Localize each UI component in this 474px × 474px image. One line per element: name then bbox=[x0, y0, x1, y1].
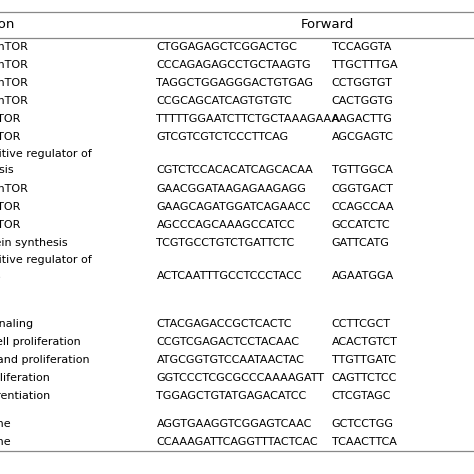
Text: of mTOR: of mTOR bbox=[0, 132, 20, 142]
Text: TTGCTTTGA: TTGCTTTGA bbox=[332, 60, 397, 70]
Text: ite cell proliferation: ite cell proliferation bbox=[0, 337, 80, 347]
Text: CCAGCCAA: CCAGCCAA bbox=[332, 202, 394, 212]
Text: ATGCGGTGTCCAATAACTAC: ATGCGGTGTCCAATAACTAC bbox=[156, 355, 304, 365]
Text: CCTTCGCT: CCTTCGCT bbox=[332, 319, 391, 329]
Text: - of mTOR: - of mTOR bbox=[0, 96, 27, 106]
Text: n signaling: n signaling bbox=[0, 319, 33, 329]
Text: GGTCCCTCGCGCCCAAAAGATT: GGTCCCTCGCGCCCAAAAGATT bbox=[156, 373, 324, 383]
Text: of mTOR: of mTOR bbox=[0, 220, 20, 230]
Text: CTACGAGACCGCTCACTC: CTACGAGACCGCTCACTC bbox=[156, 319, 292, 329]
Text: AAGACTTG: AAGACTTG bbox=[332, 114, 392, 124]
Text: TCCAGGTA: TCCAGGTA bbox=[332, 42, 391, 52]
Text: AGCCCAGCAAAGCCATCC: AGCCCAGCAAAGCCATCC bbox=[156, 220, 295, 230]
Text: CACTGGTG: CACTGGTG bbox=[332, 96, 394, 106]
Text: TCAACTTCA: TCAACTTCA bbox=[332, 437, 397, 447]
Text: CCCAGAGAGCCTGCTAAGTG: CCCAGAGAGCCTGCTAAGTG bbox=[156, 60, 311, 70]
Text: CCGCAGCATCAGTGTGTC: CCGCAGCATCAGTGTGTC bbox=[156, 96, 292, 106]
Text: CCGTCGAGACTCCTACAAC: CCGTCGAGACTCCTACAAC bbox=[156, 337, 300, 347]
Text: GATTCATG: GATTCATG bbox=[332, 238, 390, 248]
Text: GCTCCTGG: GCTCCTGG bbox=[332, 419, 394, 429]
Text: CGTCTCCACACATCAGCACAA: CGTCTCCACACATCAGCACAA bbox=[156, 165, 313, 175]
Text: ; positive regulator of: ; positive regulator of bbox=[0, 255, 91, 264]
Text: ACACTGTCT: ACACTGTCT bbox=[332, 337, 398, 347]
Text: AGAATGGA: AGAATGGA bbox=[332, 271, 394, 281]
Text: tion and proliferation: tion and proliferation bbox=[0, 355, 89, 365]
Text: GAAGCAGATGGATCAGAACC: GAAGCAGATGGATCAGAACC bbox=[156, 202, 311, 212]
Text: TCGTGCCTGTCTGATTCTC: TCGTGCCTGTCTGATTCTC bbox=[156, 238, 295, 248]
Text: AGCGAGTC: AGCGAGTC bbox=[332, 132, 394, 142]
Text: of mTOR: of mTOR bbox=[0, 202, 20, 212]
Text: TTGTTGATC: TTGTTGATC bbox=[332, 355, 396, 365]
Text: g gene: g gene bbox=[0, 419, 10, 429]
Text: - of mTOR: - of mTOR bbox=[0, 60, 27, 70]
Text: ll proliferation: ll proliferation bbox=[0, 373, 49, 383]
Text: Forward: Forward bbox=[301, 18, 354, 31]
Text: CCAAAGATTCAGGTTTACTCAC: CCAAAGATTCAGGTTTACTCAC bbox=[156, 437, 318, 447]
Text: genesis: genesis bbox=[0, 165, 14, 175]
Text: CCTGGTGT: CCTGGTGT bbox=[332, 78, 392, 88]
Text: AGGTGAAGGTCGGAGTCAAC: AGGTGAAGGTCGGAGTCAAC bbox=[156, 419, 312, 429]
Text: differentiation: differentiation bbox=[0, 391, 51, 401]
Text: TGGAGCTGTATGAGACATCC: TGGAGCTGTATGAGACATCC bbox=[156, 391, 307, 401]
Text: protein synthesis: protein synthesis bbox=[0, 238, 67, 248]
Text: g gene: g gene bbox=[0, 437, 10, 447]
Text: GTCGTCGTCTCCCTTCAG: GTCGTCGTCTCCCTTCAG bbox=[156, 132, 289, 142]
Text: CAGTTCTCC: CAGTTCTCC bbox=[332, 373, 397, 383]
Text: - of mTOR: - of mTOR bbox=[0, 42, 27, 52]
Text: CTGGAGAGCTCGGACTGC: CTGGAGAGCTCGGACTGC bbox=[156, 42, 297, 52]
Text: ACTCAATTTGCCTCCCTACC: ACTCAATTTGCCTCCCTACC bbox=[156, 271, 302, 281]
Text: CGGTGACT: CGGTGACT bbox=[332, 184, 394, 194]
Text: ription: ription bbox=[0, 18, 15, 31]
Text: - of mTOR: - of mTOR bbox=[0, 78, 27, 88]
Text: TTTTTGGAATCTTCTGCTAAAGAAA: TTTTTGGAATCTTCTGCTAAAGAAA bbox=[156, 114, 339, 124]
Text: CTCGTAGC: CTCGTAGC bbox=[332, 391, 392, 401]
Text: GAACGGATAAGAGAAGAGG: GAACGGATAAGAGAAGAGG bbox=[156, 184, 306, 194]
Text: GCCATCTC: GCCATCTC bbox=[332, 220, 391, 230]
Text: of mTOR: of mTOR bbox=[0, 114, 20, 124]
Text: ; positive regulator of: ; positive regulator of bbox=[0, 148, 91, 158]
Text: TGTTGGCA: TGTTGGCA bbox=[332, 165, 392, 175]
Text: TAGGCTGGAGGGACTGTGAG: TAGGCTGGAGGGACTGTGAG bbox=[156, 78, 313, 88]
Text: - of mTOR: - of mTOR bbox=[0, 184, 27, 194]
